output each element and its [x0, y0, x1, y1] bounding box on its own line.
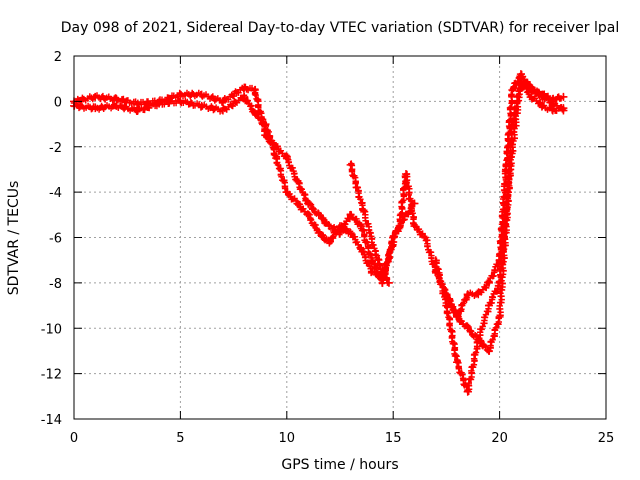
- data-point: [559, 92, 568, 101]
- data-point: [176, 97, 185, 106]
- data-point: [516, 74, 525, 83]
- y-tick-label: -14: [41, 413, 62, 428]
- y-tick-label: -6: [49, 232, 62, 247]
- data-point: [527, 92, 536, 101]
- series-track-3: [346, 160, 393, 287]
- x-tick-label: 0: [70, 431, 78, 446]
- data-point: [346, 210, 355, 219]
- x-tick-label: 15: [385, 431, 402, 446]
- y-tick-label: 2: [54, 50, 62, 65]
- data-point: [261, 120, 270, 129]
- y-tick-label: -2: [49, 141, 62, 156]
- y-tick-label: 0: [54, 95, 62, 110]
- data-point: [282, 154, 291, 163]
- data-point: [559, 106, 568, 115]
- data-point: [365, 228, 374, 237]
- data-point: [372, 251, 381, 260]
- data-point: [346, 160, 355, 169]
- data-point: [282, 188, 291, 197]
- data-point: [484, 278, 493, 287]
- x-axis-title: GPS time / hours: [281, 457, 398, 473]
- data-point: [367, 267, 376, 276]
- data-point: [133, 99, 142, 108]
- data-point: [250, 86, 259, 95]
- data-point: [112, 95, 121, 104]
- data-point: [401, 169, 410, 178]
- data-point: [357, 222, 366, 231]
- data-point: [346, 228, 355, 237]
- data-point: [304, 210, 313, 219]
- data-point: [484, 346, 493, 355]
- y-tick-label: -10: [41, 322, 62, 337]
- data-point: [463, 387, 472, 396]
- data-point: [250, 108, 259, 117]
- data-point: [463, 324, 472, 333]
- data-point: [91, 104, 100, 113]
- data-point: [240, 92, 249, 101]
- data-point: [304, 199, 313, 208]
- data-point: [197, 101, 206, 110]
- data-point: [442, 290, 451, 299]
- data-point: [314, 228, 323, 237]
- data-point: [218, 97, 227, 106]
- data-point: [453, 312, 462, 321]
- data-point: [538, 92, 547, 101]
- data-point: [314, 210, 323, 219]
- x-tick-label: 10: [279, 431, 296, 446]
- data-point: [240, 83, 249, 92]
- data-point: [197, 90, 206, 99]
- data-point: [293, 176, 302, 185]
- chart-title: Day 098 of 2021, Sidereal Day-to-day VTE…: [61, 20, 619, 36]
- x-tick-label: 25: [598, 431, 615, 446]
- data-point: [359, 206, 368, 215]
- data-point: [442, 301, 451, 310]
- x-tick-label: 5: [176, 431, 184, 446]
- data-point: [293, 199, 302, 208]
- data-point: [548, 99, 557, 108]
- data-point: [218, 106, 227, 115]
- data-point: [527, 83, 536, 92]
- data-point: [538, 101, 547, 110]
- data-point: [155, 99, 164, 108]
- data-point: [357, 244, 366, 253]
- data-point: [410, 222, 419, 231]
- data-point: [272, 154, 281, 163]
- data-point: [353, 183, 362, 192]
- x-tick-label: 20: [491, 431, 508, 446]
- y-axis-title: SDTVAR / TECUs: [6, 181, 22, 296]
- data-point: [453, 358, 462, 367]
- data-point: [495, 312, 504, 321]
- data-point: [112, 101, 121, 110]
- y-tick-label: -8: [49, 277, 62, 292]
- data-point: [421, 233, 430, 242]
- data-point: [474, 335, 483, 344]
- data-point: [395, 222, 404, 231]
- series-track-6: [442, 74, 568, 355]
- data-point: [431, 256, 440, 265]
- data-point: [508, 86, 517, 95]
- data-point: [474, 290, 483, 299]
- data-point: [484, 301, 493, 310]
- y-tick-label: -4: [49, 186, 62, 201]
- data-point: [378, 267, 387, 276]
- data-point: [325, 238, 334, 247]
- data-point: [384, 278, 393, 287]
- data-point: [133, 106, 142, 115]
- data-point: [325, 222, 334, 231]
- data-point: [506, 165, 515, 174]
- data-point: [336, 222, 344, 231]
- data-point: [91, 92, 100, 101]
- data-point: [463, 290, 472, 299]
- y-tick-label: -12: [41, 368, 62, 383]
- data-point: [389, 233, 398, 242]
